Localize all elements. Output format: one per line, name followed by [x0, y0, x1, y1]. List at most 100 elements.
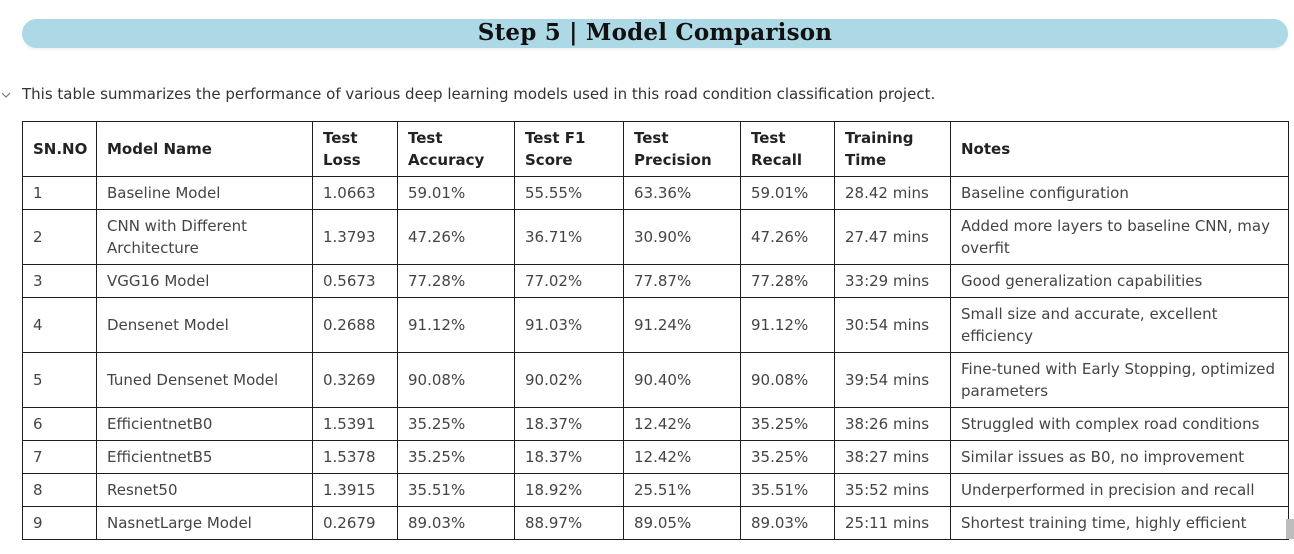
table-row: 3 VGG16 Model 0.5673 77.28% 77.02% 77.87% 77.2… — [22, 264, 1289, 298]
scrollbar-thumb[interactable] — [1286, 519, 1294, 539]
column-header: SN.NO — [22, 121, 97, 177]
table-row: 7 EfficientnetB5 1.5378 35.25% 18.37% 12.42% 3… — [22, 440, 1289, 474]
table-cell: Struggled with complex road conditions — [950, 407, 1289, 441]
column-header: Notes — [950, 121, 1289, 177]
table-cell: 18.92% — [514, 473, 624, 507]
table-cell: VGG16 Model — [96, 264, 313, 298]
table-cell: 90.08% — [740, 352, 835, 408]
table-cell: 25.51% — [623, 473, 741, 507]
table-cell: 35.51% — [740, 473, 835, 507]
table-cell: 12.42% — [623, 440, 741, 474]
table-cell: 8 — [22, 473, 97, 507]
table-cell: EfficientnetB5 — [96, 440, 313, 474]
table-cell: 77.02% — [514, 264, 624, 298]
table-cell: 90.08% — [397, 352, 515, 408]
table-cell: 89.05% — [623, 506, 741, 540]
table-cell: 2 — [22, 209, 97, 265]
table-cell: 91.12% — [740, 297, 835, 353]
table-cell: 35.25% — [740, 440, 835, 474]
table-cell: 6 — [22, 407, 97, 441]
table-cell: EfficientnetB0 — [96, 407, 313, 441]
chevron-down-icon[interactable] — [0, 89, 12, 101]
table-cell: 59.01% — [740, 176, 835, 210]
table-cell: Fine-tuned with Early Stopping, optimize… — [950, 352, 1289, 408]
table-row: 2 CNN with Different Architecture 1.3793 47… — [22, 209, 1289, 265]
table-cell: 1.5391 — [312, 407, 398, 441]
table-cell: 91.03% — [514, 297, 624, 353]
intro-text: This table summarizes the performance of… — [22, 85, 936, 103]
table-cell: Resnet50 — [96, 473, 313, 507]
table-cell: Small size and accurate, excellent effic… — [950, 297, 1289, 353]
table-cell: 39:54 mins — [834, 352, 951, 408]
table-cell: 36.71% — [514, 209, 624, 265]
table-cell: 89.03% — [740, 506, 835, 540]
table-cell: 88.97% — [514, 506, 624, 540]
table-cell: 47.26% — [397, 209, 515, 265]
table-cell: 18.37% — [514, 407, 624, 441]
table-cell: 90.02% — [514, 352, 624, 408]
table-row: 5 Tuned Densenet Model 0.3269 90.08% 90.02% 9… — [22, 352, 1289, 408]
table-cell: 91.12% — [397, 297, 515, 353]
table-cell: 1.5378 — [312, 440, 398, 474]
table-cell: 77.28% — [397, 264, 515, 298]
table-cell: Similar issues as B0, no improvement — [950, 440, 1289, 474]
table-cell: 1 — [22, 176, 97, 210]
table-cell: 18.37% — [514, 440, 624, 474]
table-cell: 59.01% — [397, 176, 515, 210]
table-cell: 5 — [22, 352, 97, 408]
table-cell: 38:27 mins — [834, 440, 951, 474]
table-cell: 77.28% — [740, 264, 835, 298]
table-cell: Densenet Model — [96, 297, 313, 353]
table-cell: 30.90% — [623, 209, 741, 265]
column-header: Test F1 Score — [514, 121, 624, 177]
table-header-row: SN.NO Model Name Test Loss Test Accuracy Tes… — [22, 121, 1289, 177]
table-row: 6 EfficientnetB0 1.5391 35.25% 18.37% 12.42% 3… — [22, 407, 1289, 441]
column-header: Test Accuracy — [397, 121, 515, 177]
table-cell: Underperformed in precision and recall — [950, 473, 1289, 507]
table-cell: 9 — [22, 506, 97, 540]
table-cell: 1.3793 — [312, 209, 398, 265]
table-cell: 35.25% — [397, 440, 515, 474]
table-cell: NasnetLarge Model — [96, 506, 313, 540]
table-cell: Baseline Model — [96, 176, 313, 210]
table-cell: 1.3915 — [312, 473, 398, 507]
table-cell: 28.42 mins — [834, 176, 951, 210]
table-cell: 55.55% — [514, 176, 624, 210]
column-header: Model Name — [96, 121, 313, 177]
table-cell: 33:29 mins — [834, 264, 951, 298]
table-cell: 3 — [22, 264, 97, 298]
table-cell: Tuned Densenet Model — [96, 352, 313, 408]
column-header: Test Loss — [312, 121, 398, 177]
table-cell: 35.51% — [397, 473, 515, 507]
column-header: Training Time — [834, 121, 951, 177]
table-cell: 63.36% — [623, 176, 741, 210]
table-cell: 89.03% — [397, 506, 515, 540]
table-row: 9 NasnetLarge Model 0.2679 89.03% 88.97% 89.0… — [22, 506, 1289, 540]
table-row: 1 Baseline Model 1.0663 59.01% 55.55% 63.36% 5… — [22, 176, 1289, 210]
table-cell: 0.2679 — [312, 506, 398, 540]
section-banner: Step 5 | Model Comparison — [22, 19, 1288, 48]
table-cell: 0.3269 — [312, 352, 398, 408]
table-cell: Shortest training time, highly efficient — [950, 506, 1289, 540]
comparison-table-container: SN.NO Model Name Test Loss Test Accuracy Tes… — [22, 121, 1289, 540]
model-comparison-table: SN.NO Model Name Test Loss Test Accuracy Tes… — [22, 121, 1289, 540]
column-header: Test Recall — [740, 121, 835, 177]
table-cell: 4 — [22, 297, 97, 353]
table-cell: 35.25% — [397, 407, 515, 441]
page-title: Step 5 | Model Comparison — [477, 19, 833, 46]
table-cell: 77.87% — [623, 264, 741, 298]
table-cell: 27.47 mins — [834, 209, 951, 265]
table-cell: 12.42% — [623, 407, 741, 441]
table-cell: 1.0663 — [312, 176, 398, 210]
table-cell: 0.5673 — [312, 264, 398, 298]
column-header: Test Precision — [623, 121, 741, 177]
table-cell: Added more layers to baseline CNN, may o… — [950, 209, 1289, 265]
table-cell: 35:52 mins — [834, 473, 951, 507]
table-cell: CNN with Different Architecture — [96, 209, 313, 265]
table-row: 8 Resnet50 1.3915 35.51% 18.92% 25.51% 35.51% 3… — [22, 473, 1289, 507]
table-cell: 0.2688 — [312, 297, 398, 353]
table-cell: 25:11 mins — [834, 506, 951, 540]
table-cell: 91.24% — [623, 297, 741, 353]
table-cell: 35.25% — [740, 407, 835, 441]
table-cell: 90.40% — [623, 352, 741, 408]
